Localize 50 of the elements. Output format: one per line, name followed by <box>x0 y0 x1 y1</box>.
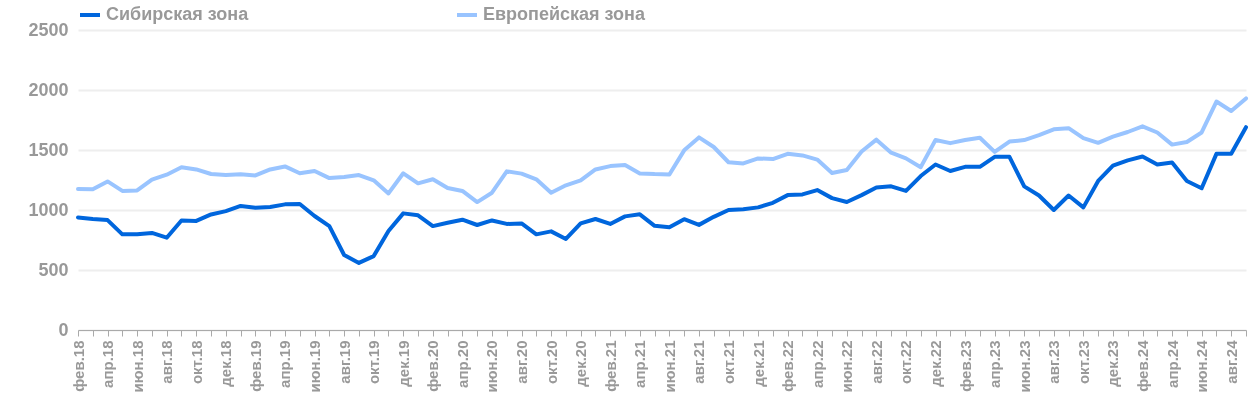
x-tick-label: окт.18 <box>187 340 205 385</box>
x-tick-label: июн.22 <box>838 340 856 393</box>
x-tick-label: дек.23 <box>1104 340 1122 387</box>
x-tick-label: июн.24 <box>1193 339 1211 393</box>
x-tick-label: июн.23 <box>1015 340 1033 393</box>
x-tick-label: окт.21 <box>720 340 738 385</box>
x-tick-label: дек.18 <box>217 340 235 387</box>
legend-label: Европейская зона <box>483 4 646 24</box>
line-series <box>76 125 1248 265</box>
x-tick-label: дек.20 <box>572 340 590 387</box>
x-tick-label: авг.22 <box>867 340 885 384</box>
y-tick-label: 2500 <box>28 19 69 40</box>
x-tick-label: фев.22 <box>779 340 797 392</box>
x-tick-label: июн.18 <box>128 340 146 393</box>
x-tick-label: авг.23 <box>1045 340 1063 384</box>
x-tick-label: фев.23 <box>956 340 974 392</box>
x-tick-label: июн.19 <box>306 340 324 393</box>
y-tick-label: 2000 <box>28 79 69 100</box>
x-tick-label: фев.24 <box>1134 339 1152 392</box>
x-tick-label: авг.18 <box>158 340 176 384</box>
y-tick-label: 1500 <box>28 139 69 160</box>
x-tick-label: авг.21 <box>690 340 708 384</box>
x-tick-label: апр.24 <box>1163 339 1181 388</box>
x-tick-label: фев.20 <box>424 340 442 392</box>
x-tick-label: авг.20 <box>513 340 531 384</box>
x-tick-label: апр.19 <box>276 340 294 388</box>
x-tick-label: окт.19 <box>365 340 383 385</box>
y-tick-label: 500 <box>38 259 69 280</box>
x-tick-label: дек.22 <box>927 340 945 387</box>
x-tick-label: июн.20 <box>483 340 501 393</box>
x-tick-label: дек.21 <box>749 340 767 387</box>
x-tick-label: авг.24 <box>1222 339 1240 384</box>
y-tick-label: 0 <box>58 319 69 340</box>
x-tick-label: окт.23 <box>1074 340 1092 385</box>
line-series <box>76 96 1248 205</box>
x-tick-label: фев.21 <box>601 340 619 392</box>
x-tick-label: апр.20 <box>453 340 471 388</box>
x-tick-label: окт.22 <box>897 340 915 385</box>
x-tick-label: апр.18 <box>99 340 117 388</box>
x-tick-label: апр.22 <box>808 340 826 388</box>
y-tick-label: 1000 <box>28 199 69 220</box>
x-tick-label: апр.23 <box>986 340 1004 388</box>
x-tick-label: окт.20 <box>542 340 560 385</box>
x-tick-label: фев.18 <box>69 340 87 392</box>
x-tick-label: фев.19 <box>246 340 264 392</box>
x-tick-label: июн.21 <box>660 340 678 393</box>
x-tick-label: дек.19 <box>394 340 412 387</box>
x-tick-label: апр.21 <box>631 340 649 388</box>
x-tick-label: авг.19 <box>335 340 353 384</box>
legend-label: Сибирская зона <box>106 4 250 24</box>
